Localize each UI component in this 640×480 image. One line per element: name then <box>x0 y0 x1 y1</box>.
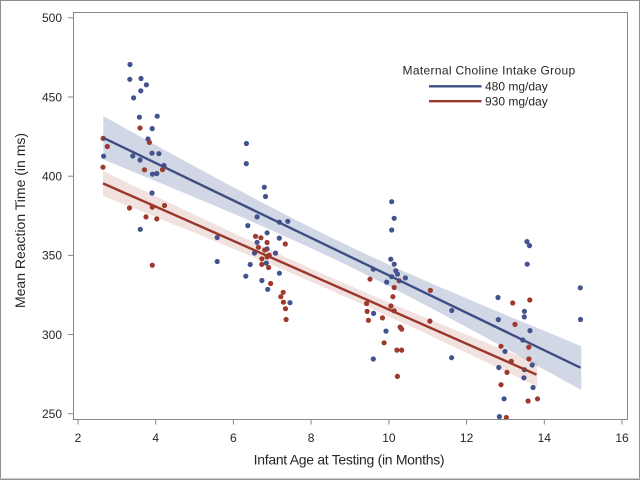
svg-text:12: 12 <box>460 431 474 445</box>
svg-text:500: 500 <box>42 11 62 25</box>
svg-text:300: 300 <box>42 328 62 342</box>
svg-text:Infant Age at Testing (in Mont: Infant Age at Testing (in Months) <box>254 452 445 468</box>
svg-text:400: 400 <box>42 170 62 184</box>
svg-text:10: 10 <box>382 431 396 445</box>
svg-text:6: 6 <box>230 431 237 445</box>
svg-text:8: 8 <box>308 431 315 445</box>
svg-text:480 mg/day: 480 mg/day <box>485 80 548 94</box>
svg-text:16: 16 <box>615 431 629 445</box>
svg-text:350: 350 <box>42 249 62 263</box>
svg-text:930 mg/day: 930 mg/day <box>485 95 548 109</box>
svg-text:Maternal Choline Intake Group: Maternal Choline Intake Group <box>403 64 576 78</box>
svg-text:4: 4 <box>152 431 159 445</box>
svg-text:Mean Reaction Time (in ms): Mean Reaction Time (in ms) <box>12 133 28 308</box>
svg-text:450: 450 <box>42 90 62 104</box>
svg-text:2: 2 <box>75 431 82 445</box>
svg-text:14: 14 <box>538 431 552 445</box>
svg-text:250: 250 <box>42 407 62 421</box>
